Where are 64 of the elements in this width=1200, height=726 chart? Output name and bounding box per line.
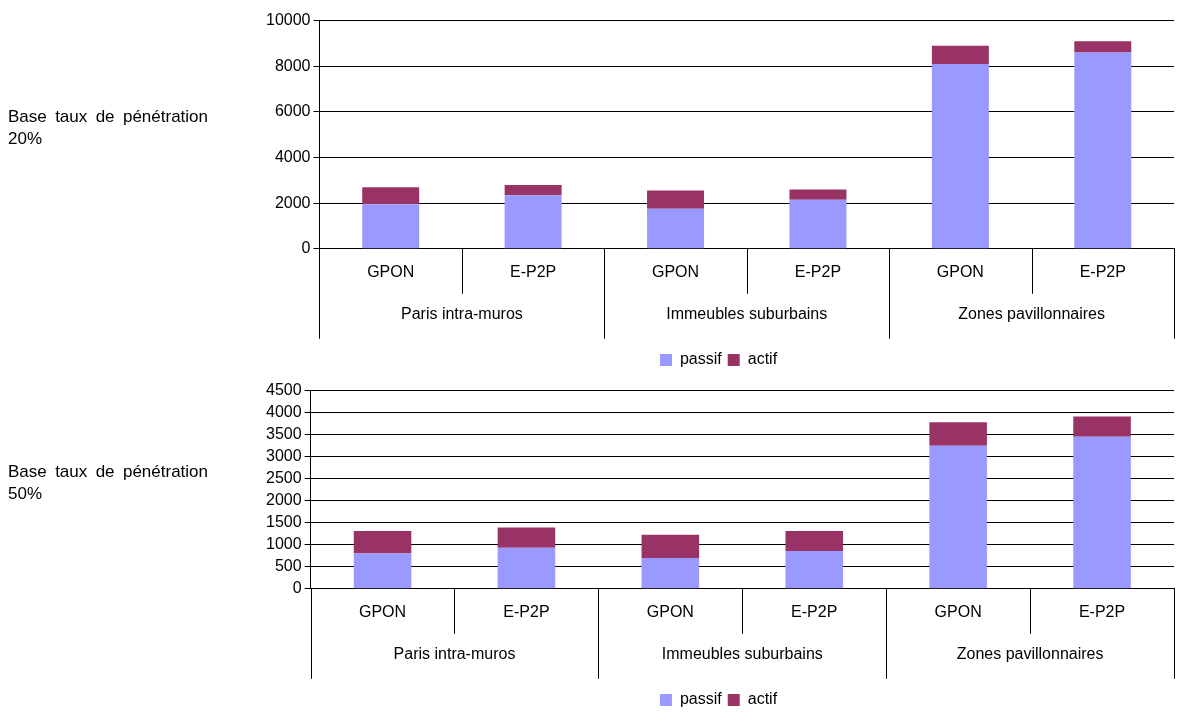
x-tick-label: E-P2P xyxy=(794,262,842,280)
y-tick-label: 2000 xyxy=(274,193,311,211)
y-tick-label: 1500 xyxy=(266,513,302,531)
bar xyxy=(647,190,705,209)
x-tick-label: GPON xyxy=(358,602,407,620)
x-tick-label: E-P2P xyxy=(503,602,550,620)
bar xyxy=(929,445,987,589)
text: Base taux de pénétration 50% xyxy=(8,461,208,505)
x-tick-label: E-P2P xyxy=(509,262,557,280)
x-tick-label: E-P2P xyxy=(1079,262,1126,280)
x-tick-label: E-P2P xyxy=(1078,602,1126,620)
legend-label: passif xyxy=(679,690,723,708)
bar xyxy=(353,531,412,554)
legend-label: actif xyxy=(747,690,778,708)
y-tick-label: 1000 xyxy=(266,535,302,553)
bar xyxy=(785,550,844,589)
y-tick-label: 4000 xyxy=(274,147,311,165)
legend-label: passif xyxy=(679,350,723,368)
bar xyxy=(931,63,989,249)
y-tick-label: 0 xyxy=(292,579,302,597)
bar xyxy=(353,553,412,589)
bar xyxy=(362,187,420,205)
bar xyxy=(504,195,562,249)
bar xyxy=(362,204,420,249)
x-tick-label: GPON xyxy=(646,602,694,620)
bar xyxy=(1073,416,1131,437)
text: Immeubles suburbains xyxy=(661,645,823,663)
y-tick-label: 6000 xyxy=(274,102,311,120)
bar xyxy=(1073,436,1131,589)
bar xyxy=(1074,41,1132,53)
x-tick-label: GPON xyxy=(367,262,415,280)
x-tick-label: GPON xyxy=(651,262,700,280)
bar xyxy=(1074,52,1132,249)
y-tick-label: 0 xyxy=(301,239,311,257)
y-tick-label: 10000 xyxy=(265,11,311,29)
y-tick-label: 3500 xyxy=(266,425,302,443)
y-tick-label: 4500 xyxy=(266,381,302,399)
y-tick-label: 8000 xyxy=(274,56,311,74)
bar xyxy=(641,534,700,558)
bar xyxy=(929,422,987,446)
bar xyxy=(497,547,556,589)
bar xyxy=(789,199,847,249)
y-tick-label: 500 xyxy=(274,557,302,575)
legend-label: actif xyxy=(747,350,778,368)
text: Paris intra-muros xyxy=(393,645,516,663)
bar xyxy=(641,557,700,589)
text: Paris intra-muros xyxy=(401,305,523,323)
x-tick-label: E-P2P xyxy=(791,602,838,620)
bar xyxy=(504,184,562,196)
x-tick-label: GPON xyxy=(936,262,984,280)
y-tick-label: 2500 xyxy=(266,469,302,487)
y-tick-label: 3000 xyxy=(266,447,302,465)
bar xyxy=(789,189,847,200)
text: Immeubles suburbains xyxy=(666,305,828,323)
bar xyxy=(497,527,556,548)
bar xyxy=(785,531,844,551)
y-tick-label: 2000 xyxy=(266,491,302,509)
bar xyxy=(931,45,989,64)
text: Base taux de pénétration 20% xyxy=(8,106,208,150)
x-tick-label: GPON xyxy=(934,602,982,620)
text: Zones pavillonnaires xyxy=(958,305,1105,323)
y-tick-label: 4000 xyxy=(266,403,302,421)
bar xyxy=(647,208,705,249)
text: Zones pavillonnaires xyxy=(956,645,1104,663)
